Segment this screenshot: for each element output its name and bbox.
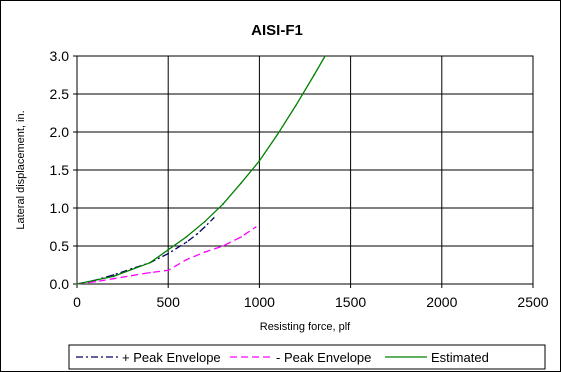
series-1-point	[167, 269, 169, 272]
series-2-point	[276, 133, 279, 136]
series-1-point	[185, 258, 188, 261]
series-2-point	[149, 261, 151, 264]
series-line-0	[76, 217, 215, 285]
legend-label-1: - Peak Envelope	[276, 350, 371, 365]
y-axis-title: Lateral displacement, in.	[15, 110, 27, 229]
series-lines	[76, 55, 326, 285]
x-axis-title: Resisting force, plf	[260, 321, 351, 333]
y-tick-label: 0.5	[50, 238, 70, 254]
legend-label-2: Estimated	[431, 350, 489, 365]
chart-title: AISI-F1	[251, 22, 303, 39]
series-2-point	[76, 283, 78, 285]
series-2-point	[240, 182, 242, 184]
legend-label-0: + Peak Envelope	[122, 350, 221, 365]
series-1-point	[255, 226, 257, 228]
x-tick-label: 2500	[517, 294, 548, 310]
gridlines	[77, 56, 533, 284]
series-1-point	[94, 280, 96, 283]
series-1-point	[112, 277, 115, 280]
y-tick-label: 2.5	[50, 86, 70, 102]
series-1-point	[149, 271, 151, 274]
y-tick-label: 1.5	[50, 162, 70, 178]
series-2-point	[185, 236, 188, 238]
y-tick-label: 3.0	[50, 48, 70, 64]
series-0-point	[213, 217, 215, 219]
series-0-point	[112, 274, 115, 276]
legend: + Peak Envelope - Peak Envelope Estimated	[68, 344, 546, 370]
x-tick-label: 0	[73, 294, 81, 310]
series-1-point	[130, 274, 133, 277]
y-tick-label: 0.0	[50, 276, 70, 292]
series-2-point	[203, 220, 206, 223]
series-2-point	[167, 249, 169, 251]
series-2-point	[222, 203, 224, 205]
series-0-point	[167, 252, 169, 255]
series-1-point	[203, 251, 206, 253]
tick-labels: 0 500 1000 1500 2000 2500 0.0 0.5 1.0 1.5 2.0 2.5 3.…	[50, 48, 549, 310]
series-0-point	[185, 241, 188, 243]
series-2-point	[313, 74, 315, 76]
series-1-point	[240, 236, 242, 238]
x-tick-label: 500	[157, 294, 181, 310]
series-2-point	[295, 104, 297, 107]
series-2-point	[112, 275, 115, 278]
series-0-point	[196, 233, 199, 235]
series-2-point	[258, 160, 261, 162]
x-tick-label: 2000	[426, 294, 457, 310]
series-2-point	[324, 55, 326, 57]
y-tick-label: 2.0	[50, 124, 70, 140]
x-tick-label: 1000	[244, 294, 275, 310]
legend-box	[68, 344, 546, 370]
y-tick-label: 1.0	[50, 200, 70, 216]
series-1-point	[222, 245, 224, 247]
x-tick-label: 1500	[335, 294, 366, 310]
series-0-point	[203, 226, 206, 228]
